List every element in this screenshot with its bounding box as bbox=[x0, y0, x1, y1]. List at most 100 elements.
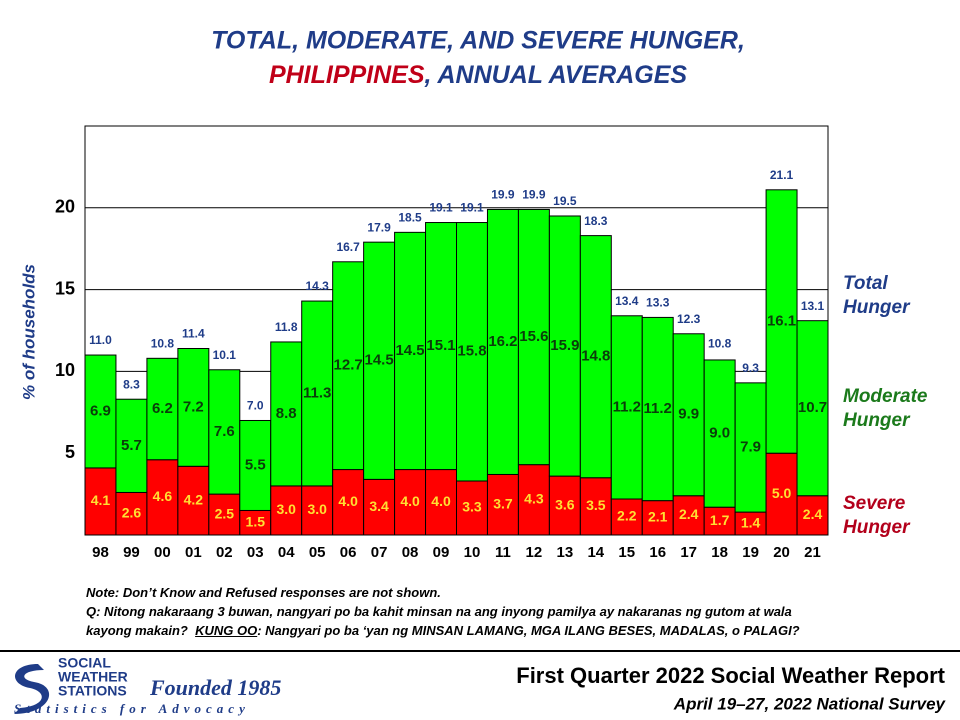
total-label: 11.8 bbox=[275, 320, 298, 334]
bar-segment bbox=[177, 347, 210, 467]
bar-segment bbox=[239, 509, 272, 536]
bar-segment bbox=[239, 419, 272, 511]
note-emph: KUNG OO bbox=[195, 623, 258, 638]
total-label: 10.8 bbox=[151, 336, 175, 350]
total-label: 17.9 bbox=[367, 220, 391, 234]
legend-severe: Severe Hunger bbox=[843, 493, 910, 538]
x-tick-label: 04 bbox=[278, 544, 295, 561]
total-label: 10.8 bbox=[708, 336, 732, 350]
x-tick-label: 18 bbox=[711, 544, 728, 561]
x-tick-label: 05 bbox=[309, 544, 326, 561]
legend-total: Total Hunger bbox=[843, 273, 910, 318]
y-tick-label: 20 bbox=[55, 197, 75, 217]
value-label: 1.7 bbox=[710, 512, 730, 528]
x-tick-label: 98 bbox=[92, 544, 109, 561]
total-label: 8.3 bbox=[123, 377, 140, 391]
value-label: 2.4 bbox=[803, 506, 823, 522]
value-label: 1.4 bbox=[741, 514, 761, 530]
total-label: 18.3 bbox=[584, 214, 608, 228]
bar-segment bbox=[641, 500, 674, 536]
note-part: : Nangyari po ba ‘yan ng MINSAN LAMANG, … bbox=[257, 623, 800, 638]
total-label: 19.9 bbox=[522, 188, 546, 202]
bar-segment bbox=[548, 475, 581, 536]
logo-text: SOCIAL bbox=[58, 655, 111, 671]
total-label: 19.5 bbox=[553, 194, 577, 208]
bar-segment bbox=[579, 235, 612, 479]
value-label: 2.2 bbox=[617, 508, 637, 524]
logo-text: WEATHER bbox=[58, 669, 128, 685]
total-label: 13.3 bbox=[646, 296, 670, 310]
bar-segment bbox=[456, 222, 488, 482]
bar-segment bbox=[394, 231, 427, 471]
value-label: 9.0 bbox=[709, 425, 730, 442]
bar-segment bbox=[394, 469, 427, 536]
logo-tagline: Statistics for Advocacy bbox=[14, 701, 250, 716]
value-label: 2.6 bbox=[122, 504, 142, 520]
total-label: 14.3 bbox=[306, 279, 330, 293]
value-label: 7.9 bbox=[740, 438, 761, 455]
bar-segment bbox=[734, 382, 767, 513]
total-label: 19.1 bbox=[460, 201, 484, 215]
value-label: 7.6 bbox=[214, 423, 235, 440]
note: kayong makain? KUNG OO: Nangyari po ba ‘… bbox=[86, 623, 800, 638]
value-label: 11.2 bbox=[644, 400, 672, 417]
value-label: 8.8 bbox=[276, 405, 297, 422]
value-label: 5.5 bbox=[245, 456, 266, 473]
value-label: 15.9 bbox=[550, 337, 579, 354]
bar-segment bbox=[765, 189, 798, 454]
value-label: 10.7 bbox=[798, 399, 827, 416]
value-label: 2.5 bbox=[215, 505, 235, 521]
x-tick-label: 19 bbox=[742, 544, 759, 561]
bar-segment bbox=[146, 459, 179, 536]
bar-segment bbox=[301, 485, 334, 536]
value-label: 15.1 bbox=[426, 337, 455, 354]
x-tick-label: 13 bbox=[557, 544, 574, 561]
x-tick-label: 21 bbox=[804, 544, 821, 561]
bar-segment bbox=[84, 354, 117, 469]
bar-segment bbox=[208, 493, 241, 536]
bar-segment bbox=[425, 469, 457, 536]
value-label: 2.4 bbox=[679, 506, 699, 522]
x-tick-label: 11 bbox=[495, 544, 511, 561]
bar-segment bbox=[610, 498, 643, 536]
logo-founded: Founded 1985 bbox=[149, 675, 281, 700]
note-part: kayong makain? bbox=[86, 623, 196, 638]
value-label: 5.0 bbox=[772, 485, 792, 501]
value-label: 15.6 bbox=[519, 328, 548, 345]
bar-segment bbox=[425, 222, 457, 471]
report-subtitle: April 19–27, 2022 National Survey bbox=[673, 694, 947, 713]
bar-segment bbox=[672, 333, 705, 497]
x-tick-label: 01 bbox=[185, 544, 202, 561]
bar-segment bbox=[610, 315, 643, 500]
total-label: 11.4 bbox=[182, 327, 205, 341]
total-label: 19.9 bbox=[491, 188, 515, 202]
value-label: 12.7 bbox=[334, 357, 363, 374]
title-rest: , ANNUAL AVERAGES bbox=[424, 61, 688, 89]
total-label: 21.1 bbox=[770, 168, 794, 182]
value-label: 4.6 bbox=[153, 488, 173, 504]
bar-segment bbox=[332, 469, 365, 536]
value-label: 11.3 bbox=[303, 384, 331, 401]
value-label: 3.4 bbox=[369, 498, 389, 514]
y-tick-label: 15 bbox=[55, 278, 75, 298]
x-tick-label: 08 bbox=[402, 544, 419, 561]
note: Note: Don’t Know and Refused responses a… bbox=[86, 585, 441, 600]
value-label: 5.7 bbox=[121, 437, 142, 454]
x-tick-label: 20 bbox=[773, 544, 790, 561]
value-label: 4.0 bbox=[431, 493, 451, 509]
value-label: 6.2 bbox=[152, 400, 173, 417]
legend-moderate: Moderate Hunger bbox=[843, 386, 928, 431]
value-label: 15.8 bbox=[457, 343, 486, 360]
value-label: 14.5 bbox=[395, 342, 424, 359]
bar-segment bbox=[796, 495, 829, 536]
bar-segment bbox=[703, 359, 736, 508]
bar-segment bbox=[796, 320, 829, 497]
total-label: 10.1 bbox=[213, 348, 237, 362]
y-tick-label: 10 bbox=[55, 360, 75, 380]
bar-segment bbox=[517, 208, 550, 466]
value-label: 2.1 bbox=[648, 509, 668, 525]
x-tick-label: 02 bbox=[216, 544, 233, 561]
x-tick-label: 03 bbox=[247, 544, 264, 561]
